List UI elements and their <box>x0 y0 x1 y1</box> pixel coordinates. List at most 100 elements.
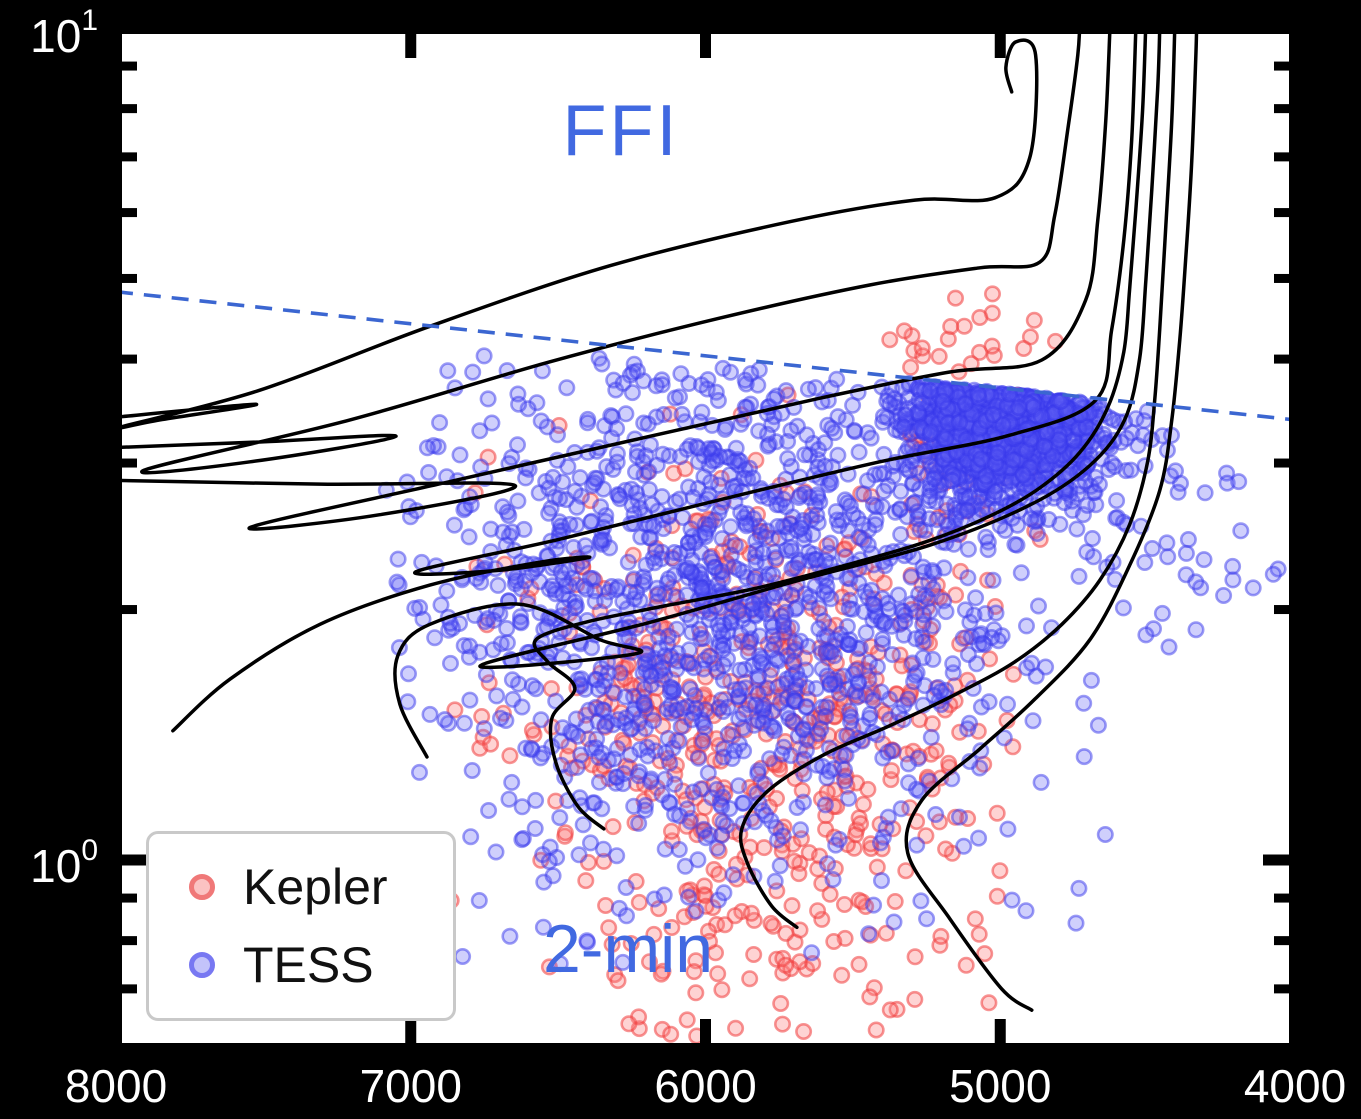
scatter-point <box>418 439 436 457</box>
scatter-point <box>950 808 968 826</box>
scatter-point <box>899 690 917 708</box>
scatter-point <box>828 370 846 388</box>
scatter-point <box>816 552 834 570</box>
scatter-point <box>670 840 688 858</box>
y-minor-tick <box>1274 893 1289 903</box>
scatter-point <box>959 645 977 663</box>
y-minor-tick <box>122 208 137 218</box>
scatter-point <box>872 683 890 701</box>
scatter-point <box>603 935 621 953</box>
scatter-point <box>548 426 566 444</box>
scatter-point <box>914 558 932 576</box>
scatter-point <box>999 820 1017 838</box>
scatter-point <box>934 392 952 410</box>
scatter-point <box>984 406 1002 424</box>
scatter-point <box>862 429 880 447</box>
y-minor-tick <box>1274 936 1289 946</box>
x-major-tick <box>700 34 711 58</box>
scatter-point <box>628 443 646 461</box>
scatter-point <box>902 358 920 376</box>
scatter-point <box>791 821 809 839</box>
scatter-point <box>830 830 848 848</box>
scatter-point <box>547 692 565 710</box>
scatter-point <box>742 904 760 922</box>
scatter-point <box>592 498 610 516</box>
scatter-point <box>583 639 601 657</box>
scatter-point <box>913 339 931 357</box>
scatter-point <box>800 713 818 731</box>
scatter-point <box>730 560 748 578</box>
scatter-point <box>845 421 863 439</box>
scatter-point <box>871 834 889 852</box>
scatter-point <box>971 308 989 326</box>
scatter-point <box>895 322 913 340</box>
scatter-point <box>690 620 708 638</box>
scatter-point <box>656 840 674 858</box>
scatter-point <box>716 420 734 438</box>
scatter-point <box>942 317 960 335</box>
x-tick-label: 6000 <box>654 1060 756 1112</box>
scatter-point <box>939 330 957 348</box>
scatter-point <box>540 504 558 522</box>
scatter-point <box>1082 671 1100 689</box>
scatter-point <box>744 469 762 487</box>
scatter-point <box>635 694 653 712</box>
scatter-point <box>693 579 711 597</box>
scatter-point <box>463 761 481 779</box>
scatter-point <box>475 347 493 365</box>
scatter-point <box>711 622 729 640</box>
scatter-point <box>790 865 808 883</box>
scatter-point <box>475 720 493 738</box>
scatter-point <box>1030 597 1048 615</box>
scatter-point <box>596 717 614 735</box>
scatter-point <box>477 666 495 684</box>
scatter-point <box>389 550 407 568</box>
scatter-point <box>617 878 635 896</box>
scatter-point <box>970 829 988 847</box>
y-major-tick <box>1263 854 1289 866</box>
scatter-point <box>974 634 992 652</box>
scatter-point <box>783 897 801 915</box>
scatter-point <box>795 1023 813 1041</box>
scatter-point <box>879 743 897 761</box>
scatter-point <box>436 711 454 729</box>
scatter-point <box>920 487 938 505</box>
scatter-point <box>513 831 531 849</box>
scatter-point <box>446 701 464 719</box>
scatter-point <box>483 414 501 432</box>
scatter-point <box>1032 407 1050 425</box>
scatter-point <box>1106 457 1124 475</box>
scatter-point <box>1078 543 1096 561</box>
scatter-point <box>593 355 611 373</box>
scatter-point <box>855 485 873 503</box>
scatter-point <box>671 544 689 562</box>
scatter-point <box>713 797 731 815</box>
scatter-point <box>969 385 987 403</box>
scatter-point <box>825 932 843 950</box>
scatter-point <box>710 504 728 522</box>
scatter-point <box>683 711 701 729</box>
scatter-point <box>1177 544 1195 562</box>
scatter-point <box>955 837 973 855</box>
scatter-point <box>854 515 872 533</box>
scatter-point <box>491 709 509 727</box>
scatter-point <box>470 891 488 909</box>
scatter-point <box>522 740 540 758</box>
scatter-point <box>850 955 868 973</box>
scatter-point <box>1075 694 1093 712</box>
scatter-point <box>906 948 924 966</box>
scatter-point <box>956 601 974 619</box>
scatter-point <box>730 602 748 620</box>
scatter-point <box>906 666 924 684</box>
y-minor-tick <box>1274 984 1289 994</box>
scatter-point <box>500 790 518 808</box>
scatter-point <box>527 791 545 809</box>
scatter-point <box>1068 520 1086 538</box>
scatter-point <box>860 653 878 671</box>
scatter-point <box>532 711 550 729</box>
scatter-point <box>501 747 519 765</box>
scatter-point <box>1004 451 1022 469</box>
scatter-point <box>821 675 839 693</box>
scatter-point <box>824 870 842 888</box>
